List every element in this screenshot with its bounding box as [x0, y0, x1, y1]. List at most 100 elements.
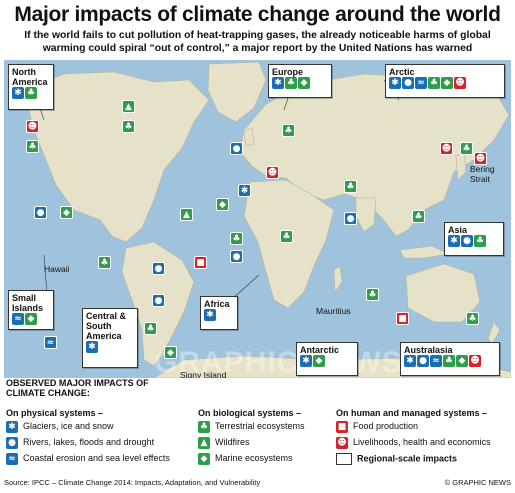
region-africa: Africa ✱	[200, 296, 238, 330]
tree-icon: ♣	[344, 180, 357, 193]
new-zealand-land	[487, 321, 501, 345]
legend-item-terrestrial: ♣ Terrestrial ecosystems	[198, 421, 305, 433]
legend-physical-title: On physical systems –	[6, 408, 104, 418]
legend-item-wildfires: ▲ Wildfires	[198, 437, 250, 449]
water-drop-icon: ●	[34, 206, 47, 219]
tree-icon: ♣	[98, 256, 111, 269]
region-label: Arctic	[389, 67, 415, 77]
tree-icon: ♣	[466, 312, 479, 325]
people-icon: ☻	[440, 142, 453, 155]
tree-icon: ♣	[474, 235, 486, 247]
water-drop-icon: ●	[402, 77, 414, 89]
tree-icon: ♣	[26, 140, 39, 153]
region-label: Small Islands	[12, 293, 44, 313]
water-drop-icon: ●	[230, 250, 243, 263]
people-icon: ☻	[336, 437, 348, 449]
wave-icon: ≈	[12, 313, 24, 325]
legend-item-livelihoods: ☻ Livelihoods, health and economics	[336, 437, 491, 449]
place-mauritius: Mauritius	[316, 306, 351, 316]
place-hawaii: Hawaii	[44, 264, 70, 274]
tractor-icon: ■	[396, 312, 409, 325]
snowflake-icon: ✱	[389, 77, 401, 89]
page-title: Major impacts of climate change around t…	[14, 3, 501, 26]
snowflake-icon: ✱	[238, 184, 251, 197]
region-small-islands: Small Islands ≈ ◆	[8, 290, 54, 330]
fish-icon: ◆	[60, 206, 73, 219]
region-label: Antarctic	[300, 345, 340, 355]
region-label: North America	[12, 67, 48, 87]
credit-text: © GRAPHIC NEWS	[444, 478, 511, 487]
snowflake-icon: ✱	[300, 355, 312, 367]
fish-icon: ◆	[298, 77, 310, 89]
legend-item-marine: ◆ Marine ecosystems	[198, 453, 293, 465]
greenland-land	[207, 61, 267, 123]
tree-icon: ♣	[282, 124, 295, 137]
india-land	[355, 197, 377, 233]
snowflake-icon: ✱	[6, 421, 18, 433]
place-bering-strait: Bering Strait	[470, 164, 495, 184]
region-label: Africa	[204, 299, 230, 309]
water-drop-icon: ●	[6, 437, 18, 449]
regional-box-icon	[336, 453, 352, 465]
people-icon: ☻	[266, 166, 279, 179]
tree-icon: ♣	[443, 355, 455, 367]
water-drop-icon: ●	[152, 262, 165, 275]
wave-icon: ≈	[44, 336, 57, 349]
tree-icon: ♣	[460, 142, 473, 155]
footer: Source: IPCC – Climate Change 2014: Impa…	[4, 478, 511, 487]
region-label: Asia	[448, 225, 468, 235]
japan-land	[455, 151, 467, 181]
tractor-icon: ■	[336, 421, 348, 433]
source-text: Source: IPCC – Climate Change 2014: Impa…	[4, 478, 261, 487]
madagascar-land	[333, 265, 343, 293]
uk-land	[243, 127, 255, 147]
indonesia-land	[399, 245, 449, 259]
tree-icon: ♣	[285, 77, 297, 89]
watermark: GRAPHIC NEWS	[154, 346, 403, 378]
fish-icon: ◆	[313, 355, 325, 367]
flame-icon: ▲	[180, 208, 193, 221]
legend-biological-title: On biological systems –	[198, 408, 302, 418]
region-north-america: North America ✱ ♣	[8, 64, 54, 110]
region-central-south-america: Central & South America ✱	[82, 308, 138, 368]
tree-icon: ♣	[230, 232, 243, 245]
legend-item-glaciers: ✱ Glaciers, ice and snow	[6, 421, 114, 433]
snowflake-icon: ✱	[86, 341, 98, 353]
water-drop-icon: ●	[461, 235, 473, 247]
people-icon: ☻	[454, 77, 466, 89]
region-antarctic: Antarctic ✱ ◆	[296, 342, 358, 376]
region-australasia: Australasia ✱ ● ≈ ♣ ◆ ☻	[400, 342, 500, 376]
flame-icon: ▲	[198, 437, 210, 449]
legend-item-rivers: ● Rivers, lakes, floods and drought	[6, 437, 154, 449]
region-label: Central & South America	[86, 311, 127, 341]
page-subtitle: If the world fails to cut pollution of h…	[24, 30, 491, 54]
wave-icon: ≈	[430, 355, 442, 367]
water-drop-icon: ●	[152, 294, 165, 307]
snowflake-icon: ✱	[204, 309, 216, 321]
fish-icon: ◆	[164, 346, 177, 359]
region-europe: Europe ✱ ♣ ◆	[268, 64, 332, 98]
tree-icon: ♣	[122, 120, 135, 133]
legend-item-coastal: ≈ Coastal erosion and sea level effects	[6, 453, 170, 465]
legend: OBSERVED MAJOR IMPACTS OF CLIMATE CHANGE…	[4, 378, 511, 478]
north-america-land	[23, 71, 210, 243]
snowflake-icon: ✱	[272, 77, 284, 89]
wave-icon: ≈	[415, 77, 427, 89]
tree-icon: ♣	[366, 288, 379, 301]
map-land-svg	[23, 61, 511, 378]
tree-icon: ♣	[144, 322, 157, 335]
legend-human-title: On human and managed systems –	[336, 408, 488, 418]
tree-icon: ♣	[428, 77, 440, 89]
tree-icon: ♣	[412, 210, 425, 223]
wave-icon: ≈	[6, 453, 18, 465]
people-icon: ☻	[26, 120, 39, 133]
world-map: GRAPHIC NEWS North America ✱ ♣ Europe ✱ ♣ ◆…	[4, 60, 511, 378]
tree-icon: ♣	[280, 230, 293, 243]
tree-icon: ♣	[25, 87, 37, 99]
snowflake-icon: ✱	[12, 87, 24, 99]
fish-icon: ◆	[25, 313, 37, 325]
region-label: Europe	[272, 67, 304, 77]
tree-icon: ♣	[198, 421, 210, 433]
legend-item-food: ■ Food production	[336, 421, 419, 433]
people-icon: ☻	[469, 355, 481, 367]
